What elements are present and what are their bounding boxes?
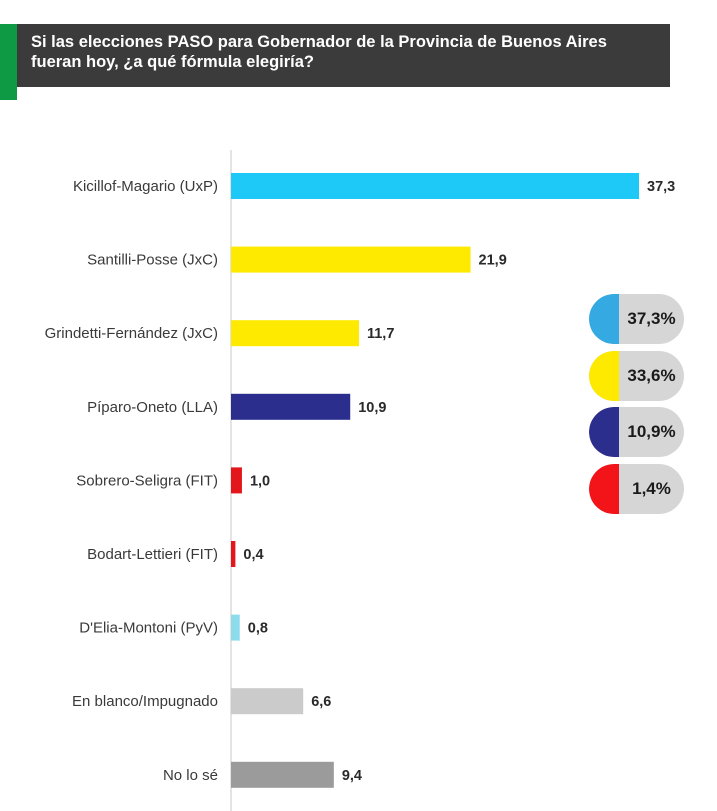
summary-pill: 1,4%	[589, 464, 684, 514]
bar	[231, 320, 359, 347]
summary-pill-value: 10,9%	[627, 422, 676, 441]
category-label: Bodart-Lettieri (FIT)	[87, 546, 218, 563]
data-label: 9,4	[342, 768, 362, 784]
data-label: 21,9	[479, 253, 507, 269]
summary-pill-value: 37,3%	[627, 309, 676, 328]
bar	[231, 393, 351, 420]
bar	[231, 541, 236, 567]
summary-pill: 10,9%	[589, 407, 684, 457]
category-label: En blanco/Impugnado	[72, 693, 218, 710]
green-accent-strip	[0, 24, 17, 100]
data-label: 10,9	[358, 400, 386, 416]
category-label: No lo sé	[163, 767, 218, 784]
data-label: 6,6	[311, 694, 331, 710]
data-label: 0,8	[248, 621, 268, 637]
category-label: D'Elia-Montoni (PyV)	[79, 620, 218, 637]
chart-title-box: Si las elecciones PASO para Gobernador d…	[17, 24, 670, 87]
data-label: 1,0	[250, 473, 270, 489]
chart-title: Si las elecciones PASO para Gobernador d…	[31, 33, 607, 71]
bar	[231, 614, 240, 641]
data-label: 0,4	[243, 547, 263, 563]
category-label: Grindetti-Fernández (JxC)	[45, 325, 218, 342]
data-label: 37,3	[647, 179, 675, 195]
bar	[231, 173, 639, 199]
category-label: Santilli-Posse (JxC)	[87, 252, 218, 269]
bar	[231, 246, 471, 273]
category-label: Píparo-Oneto (LLA)	[87, 399, 218, 416]
data-label: 11,7	[367, 326, 394, 342]
summary-pill-value: 33,6%	[627, 366, 676, 385]
summary-pill: 37,3%	[589, 294, 684, 344]
summary-pill-value: 1,4%	[632, 479, 671, 498]
bar	[231, 467, 242, 494]
category-label: Sobrero-Seligra (FIT)	[76, 472, 218, 489]
summary-pill: 33,6%	[589, 351, 684, 401]
category-label: Kicillof-Magario (UxP)	[73, 178, 218, 195]
bar	[231, 688, 304, 715]
bar	[231, 761, 334, 788]
